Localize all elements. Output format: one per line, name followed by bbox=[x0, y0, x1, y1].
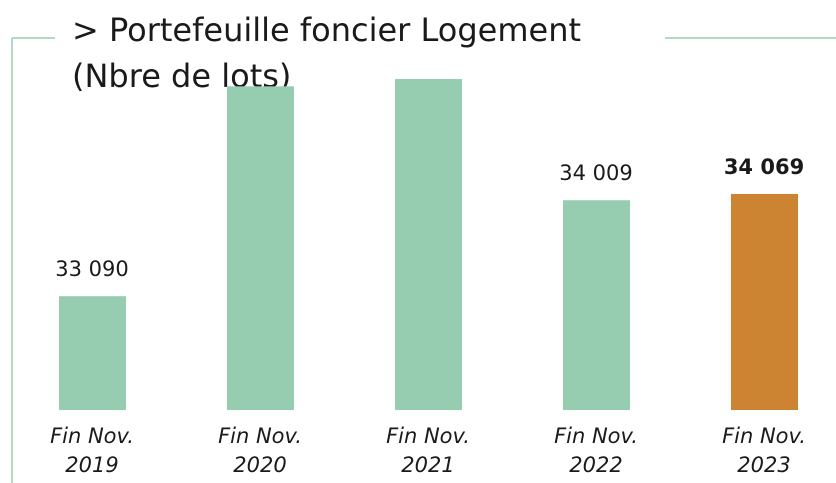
x-tick-label: Fin Nov. bbox=[386, 424, 470, 448]
x-tick-label: Fin Nov. bbox=[722, 424, 806, 448]
value-label: 34 069 bbox=[724, 155, 804, 179]
value-label: 33 090 bbox=[55, 257, 128, 281]
bar bbox=[731, 193, 798, 410]
x-tick-label: 2019 bbox=[65, 453, 118, 477]
bar bbox=[59, 296, 126, 410]
value-label: 34 009 bbox=[559, 161, 632, 185]
x-tick-label: Fin Nov. bbox=[218, 424, 302, 448]
chart-title: > Portefeuille foncier Logement bbox=[72, 11, 581, 49]
bar bbox=[563, 200, 630, 410]
x-tick-label: 2023 bbox=[737, 453, 790, 477]
bar bbox=[395, 79, 462, 410]
x-tick-label: 2021 bbox=[401, 453, 454, 477]
x-tick-label: 2020 bbox=[233, 453, 286, 477]
x-tick-label: Fin Nov. bbox=[50, 424, 134, 448]
x-tick-label: 2022 bbox=[569, 453, 622, 477]
x-tick-label: Fin Nov. bbox=[554, 424, 638, 448]
bar bbox=[227, 86, 294, 410]
